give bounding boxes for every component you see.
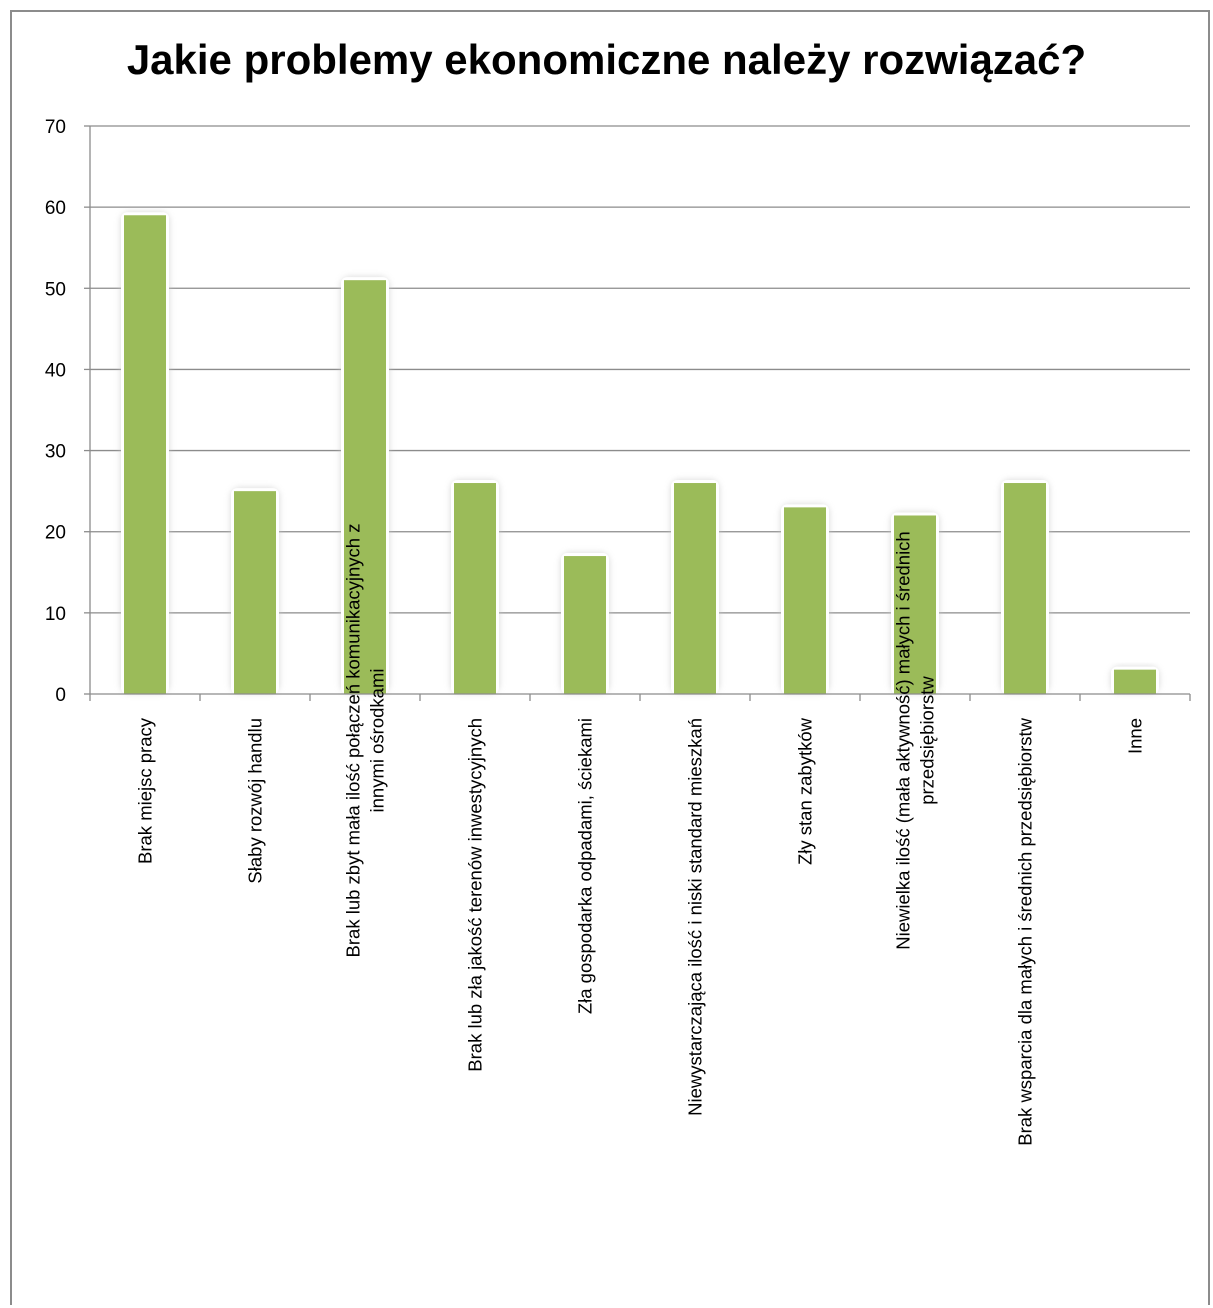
y-tick-label: 60 — [45, 198, 66, 219]
bar — [894, 515, 936, 694]
x-category-label: Niewystarczająca ilość i niski standard … — [685, 718, 706, 1116]
x-category-label-line: Niewystarczająca ilość i niski standard … — [685, 718, 706, 1116]
x-category-label-line: Brak lub zbyt mała ilość połączeń komuni… — [343, 524, 364, 958]
x-category-label-line: innymi ośrodkami — [367, 669, 388, 813]
bar — [1114, 669, 1156, 694]
y-tick-label: 20 — [45, 523, 66, 544]
labels: 0 10 20 30 40 50 60 70 Brak miejsc pracy Słaby ro… — [45, 117, 1146, 1146]
x-category-label-line: Brak lub zła jakość terenów inwestycyjny… — [465, 718, 486, 1072]
x-category-label-line: Brak miejsc pracy — [135, 717, 156, 864]
x-category-label: Niewielka ilość (mała aktywność) małych … — [893, 531, 938, 949]
bar — [124, 215, 166, 694]
y-tick-label: 70 — [45, 117, 66, 138]
axes — [84, 125, 1191, 701]
chart-title: Jakie problemy ekonomiczne należy rozwią… — [126, 36, 1087, 83]
x-category-label: Słaby rozwój handlu — [245, 718, 266, 884]
bar — [234, 491, 276, 694]
x-category-label: Brak wsparcia dla małych i średnich prze… — [1015, 717, 1036, 1145]
bar — [674, 483, 716, 694]
bar — [784, 507, 826, 694]
y-tick-label: 40 — [45, 360, 66, 381]
y-tick-label: 10 — [45, 604, 66, 625]
bar — [344, 280, 386, 694]
x-category-label: Inne — [1125, 718, 1146, 754]
x-category-label: Zła gospodarka odpadami, ściekami — [575, 718, 596, 1014]
x-category-label-line: Zły stan zabytków — [795, 717, 816, 865]
x-category-label-line: przedsiębiorstw — [917, 676, 938, 805]
x-category-label: Brak lub zbyt mała ilość połączeń komuni… — [343, 524, 388, 958]
gridlines — [90, 125, 1190, 614]
bar — [564, 556, 606, 694]
y-tick-label: 0 — [55, 685, 66, 706]
x-category-label: Zły stan zabytków — [795, 717, 816, 865]
x-category-label-line: Brak wsparcia dla małych i średnich prze… — [1015, 717, 1036, 1145]
x-category-label-line: Zła gospodarka odpadami, ściekami — [575, 718, 596, 1014]
bars — [120, 211, 1160, 694]
x-category-label: Brak miejsc pracy — [135, 717, 156, 864]
x-category-label-line: Inne — [1125, 718, 1146, 754]
x-category-label-line: Słaby rozwój handlu — [245, 718, 266, 884]
y-tick-label: 50 — [45, 279, 66, 300]
bar — [1004, 483, 1046, 694]
x-category-label: Brak lub zła jakość terenów inwestycyjny… — [465, 718, 486, 1072]
y-tick-label: 30 — [45, 442, 66, 463]
bar — [454, 483, 496, 694]
x-category-label-line: Niewielka ilość (mała aktywność) małych … — [893, 531, 914, 949]
